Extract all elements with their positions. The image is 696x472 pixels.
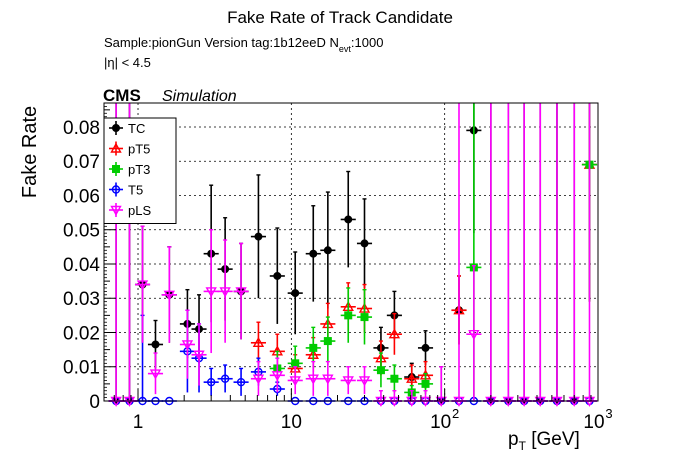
grid-lines xyxy=(104,103,598,401)
x-axis-label-main: p xyxy=(508,429,519,450)
data-point xyxy=(360,313,369,322)
simulation-label: Simulation xyxy=(162,88,237,105)
data-point xyxy=(323,246,332,255)
legend-label: pLS xyxy=(128,203,151,218)
cms-label: CMS xyxy=(103,86,141,105)
subtitle-nevt-sub: evt xyxy=(339,44,352,54)
y-tick-label: 0.07 xyxy=(63,152,100,173)
chart-title: Fake Rate of Track Candidate xyxy=(227,8,453,27)
data-point xyxy=(220,374,230,383)
x-axis-label: pT [GeV] xyxy=(508,429,580,453)
data-point xyxy=(309,343,318,352)
y-tick-label: 0.05 xyxy=(63,221,100,242)
data-point xyxy=(342,376,354,387)
data-point xyxy=(291,359,300,368)
legend-label: pT3 xyxy=(128,162,150,177)
legend-label: T5 xyxy=(128,183,143,198)
data-point xyxy=(376,366,385,375)
y-tick-label: 0.04 xyxy=(63,255,100,276)
y-tick-label: 0.01 xyxy=(63,358,100,379)
data-point xyxy=(468,330,480,341)
data-point xyxy=(163,290,176,301)
data-point xyxy=(390,374,399,383)
axes: 00.010.020.030.040.050.060.070.081 10 10 2 1… xyxy=(63,102,613,433)
x-axis-label-sub: T xyxy=(519,439,527,453)
data-point xyxy=(252,336,265,347)
data-point xyxy=(219,287,231,298)
x-tick-label-exponent: 2 xyxy=(452,406,459,421)
data-point xyxy=(291,289,300,298)
data-point xyxy=(289,376,301,387)
data-point xyxy=(344,311,353,320)
data-point xyxy=(252,374,265,385)
data-point xyxy=(181,340,194,351)
y-tick-label: 0.03 xyxy=(63,289,100,310)
subtitle-nevt-value: :1000 xyxy=(351,35,384,50)
chart-subtitle: Sample:pionGun Version tag:1b12eeD Nevt:… xyxy=(104,35,383,54)
eta-cut-label: |η| < 4.5 xyxy=(104,55,151,70)
y-tick-label: 0.06 xyxy=(63,186,100,207)
x-tick-label: 10 xyxy=(281,412,302,433)
data-point xyxy=(388,328,401,339)
legend-marker xyxy=(112,165,120,173)
data-point xyxy=(421,379,430,388)
x-tick-label: 1 xyxy=(133,412,144,433)
data-point xyxy=(309,249,318,258)
data-point xyxy=(206,377,216,387)
x-axis-label-unit: [GeV] xyxy=(526,429,580,450)
legend-marker xyxy=(111,185,121,194)
data-point xyxy=(358,376,371,387)
x-tick-label: 10 xyxy=(583,412,604,433)
data-point xyxy=(136,280,149,291)
legend-marker xyxy=(110,142,122,153)
data-point xyxy=(307,374,319,385)
legend-marker xyxy=(112,124,120,132)
data-point xyxy=(273,271,282,280)
data-point xyxy=(205,287,217,298)
data-point xyxy=(421,343,430,352)
legend-label: pT5 xyxy=(128,142,150,157)
y-axis-label: Fake Rate xyxy=(19,106,41,198)
data-point xyxy=(236,377,246,387)
x-tick-label-exponent: 3 xyxy=(605,406,612,421)
data-point xyxy=(254,232,263,241)
data-point xyxy=(193,350,205,361)
data-point xyxy=(151,340,160,349)
data-point xyxy=(149,369,162,380)
data-point xyxy=(344,215,353,224)
x-tick-label: 10 xyxy=(430,412,451,433)
plot-frame-border xyxy=(103,102,599,402)
legend-marker xyxy=(110,205,122,216)
y-tick-label: 0.08 xyxy=(63,118,100,139)
data-point xyxy=(406,372,418,383)
data-point xyxy=(360,239,369,248)
y-tick-label: 0 xyxy=(89,392,100,413)
y-tick-label: 0.02 xyxy=(63,323,100,344)
subtitle-sample: Sample:pionGun Version tag:1b12eeD N xyxy=(104,35,339,50)
data-point xyxy=(235,287,247,298)
data-point xyxy=(323,337,332,346)
data-point xyxy=(271,371,284,382)
legend: TC pT5 pT3 T5 pLS xyxy=(103,117,177,224)
legend-label: TC xyxy=(128,121,145,136)
data-point xyxy=(322,374,334,385)
